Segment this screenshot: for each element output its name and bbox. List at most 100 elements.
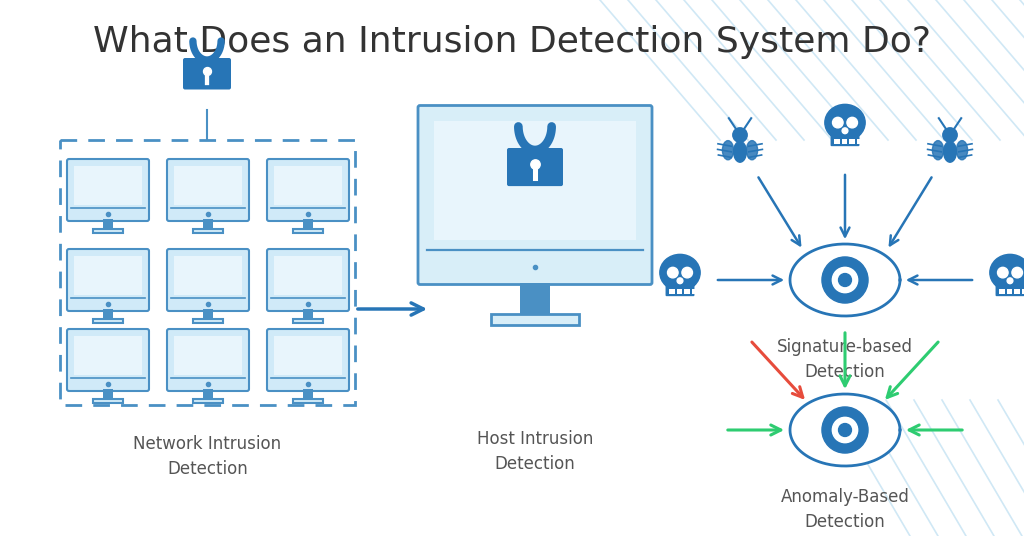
Ellipse shape [682, 267, 692, 278]
Circle shape [839, 423, 851, 436]
Bar [293, 399, 323, 403]
FancyBboxPatch shape [434, 121, 636, 240]
Bar [303, 309, 313, 319]
Circle shape [822, 407, 868, 453]
Bar [999, 289, 1005, 294]
Bar [269, 208, 346, 218]
Text: Signature-based
Detection: Signature-based Detection [777, 338, 913, 381]
Bar [103, 389, 113, 399]
FancyBboxPatch shape [267, 159, 349, 221]
Ellipse shape [1008, 278, 1013, 284]
FancyBboxPatch shape [507, 148, 563, 186]
Ellipse shape [659, 255, 700, 291]
Ellipse shape [990, 255, 1024, 291]
FancyBboxPatch shape [167, 159, 249, 221]
Bar [103, 219, 113, 229]
Polygon shape [790, 244, 900, 316]
Bar [70, 298, 146, 308]
Bar [520, 282, 550, 314]
Bar [293, 319, 323, 323]
FancyBboxPatch shape [74, 256, 142, 295]
FancyBboxPatch shape [273, 256, 342, 295]
Ellipse shape [833, 117, 843, 128]
FancyBboxPatch shape [830, 133, 859, 146]
Ellipse shape [997, 267, 1008, 278]
FancyBboxPatch shape [174, 166, 243, 205]
Ellipse shape [722, 140, 733, 160]
Bar [684, 289, 689, 294]
Bar [492, 314, 579, 324]
Text: Host Intrusion
Detection: Host Intrusion Detection [477, 430, 593, 473]
Bar [70, 378, 146, 388]
FancyBboxPatch shape [267, 329, 349, 391]
FancyBboxPatch shape [67, 329, 150, 391]
Circle shape [833, 267, 858, 293]
Ellipse shape [847, 117, 857, 128]
Bar [170, 378, 246, 388]
Bar [203, 389, 213, 399]
Circle shape [833, 418, 858, 443]
Circle shape [943, 128, 957, 142]
Ellipse shape [733, 142, 746, 162]
Circle shape [733, 128, 748, 142]
Bar [203, 219, 213, 229]
Bar [1022, 289, 1024, 294]
Bar [1007, 289, 1012, 294]
FancyBboxPatch shape [74, 336, 142, 375]
Text: Anomaly-Based
Detection: Anomaly-Based Detection [780, 488, 909, 531]
Bar [303, 389, 313, 399]
Bar [93, 399, 123, 403]
Ellipse shape [1012, 267, 1023, 278]
FancyBboxPatch shape [167, 329, 249, 391]
FancyBboxPatch shape [273, 336, 342, 375]
Ellipse shape [933, 140, 943, 160]
FancyBboxPatch shape [267, 249, 349, 311]
Bar [93, 229, 123, 233]
FancyBboxPatch shape [273, 166, 342, 205]
Bar [170, 208, 246, 218]
Bar [692, 289, 697, 294]
FancyBboxPatch shape [995, 284, 1024, 296]
Ellipse shape [956, 140, 968, 160]
FancyBboxPatch shape [174, 336, 243, 375]
Bar [93, 319, 123, 323]
Ellipse shape [668, 267, 678, 278]
Circle shape [839, 273, 851, 286]
Circle shape [822, 257, 868, 303]
Bar [835, 139, 840, 144]
Bar [194, 399, 223, 403]
Bar [194, 229, 223, 233]
Bar [203, 309, 213, 319]
FancyBboxPatch shape [67, 159, 150, 221]
Bar [293, 229, 323, 233]
Bar [303, 219, 313, 229]
Bar [421, 250, 649, 281]
Bar [677, 289, 682, 294]
Bar [269, 378, 346, 388]
Polygon shape [790, 394, 900, 466]
Bar [857, 139, 862, 144]
Bar [70, 208, 146, 218]
Bar [842, 139, 847, 144]
Ellipse shape [842, 128, 848, 133]
Ellipse shape [677, 278, 683, 284]
Bar [670, 289, 675, 294]
FancyBboxPatch shape [74, 166, 142, 205]
Bar [103, 309, 113, 319]
Text: Network Intrusion
Detection: Network Intrusion Detection [133, 435, 282, 478]
Bar [269, 298, 346, 308]
FancyBboxPatch shape [183, 58, 231, 90]
Bar [194, 319, 223, 323]
Bar [1015, 289, 1020, 294]
Bar [170, 298, 246, 308]
Text: What Does an Intrusion Detection System Do?: What Does an Intrusion Detection System … [93, 25, 931, 59]
FancyBboxPatch shape [67, 249, 150, 311]
FancyBboxPatch shape [174, 256, 243, 295]
Ellipse shape [825, 105, 865, 141]
Bar [849, 139, 855, 144]
Ellipse shape [943, 142, 956, 162]
FancyBboxPatch shape [418, 106, 652, 285]
Ellipse shape [746, 140, 758, 160]
FancyBboxPatch shape [666, 284, 694, 296]
FancyBboxPatch shape [167, 249, 249, 311]
